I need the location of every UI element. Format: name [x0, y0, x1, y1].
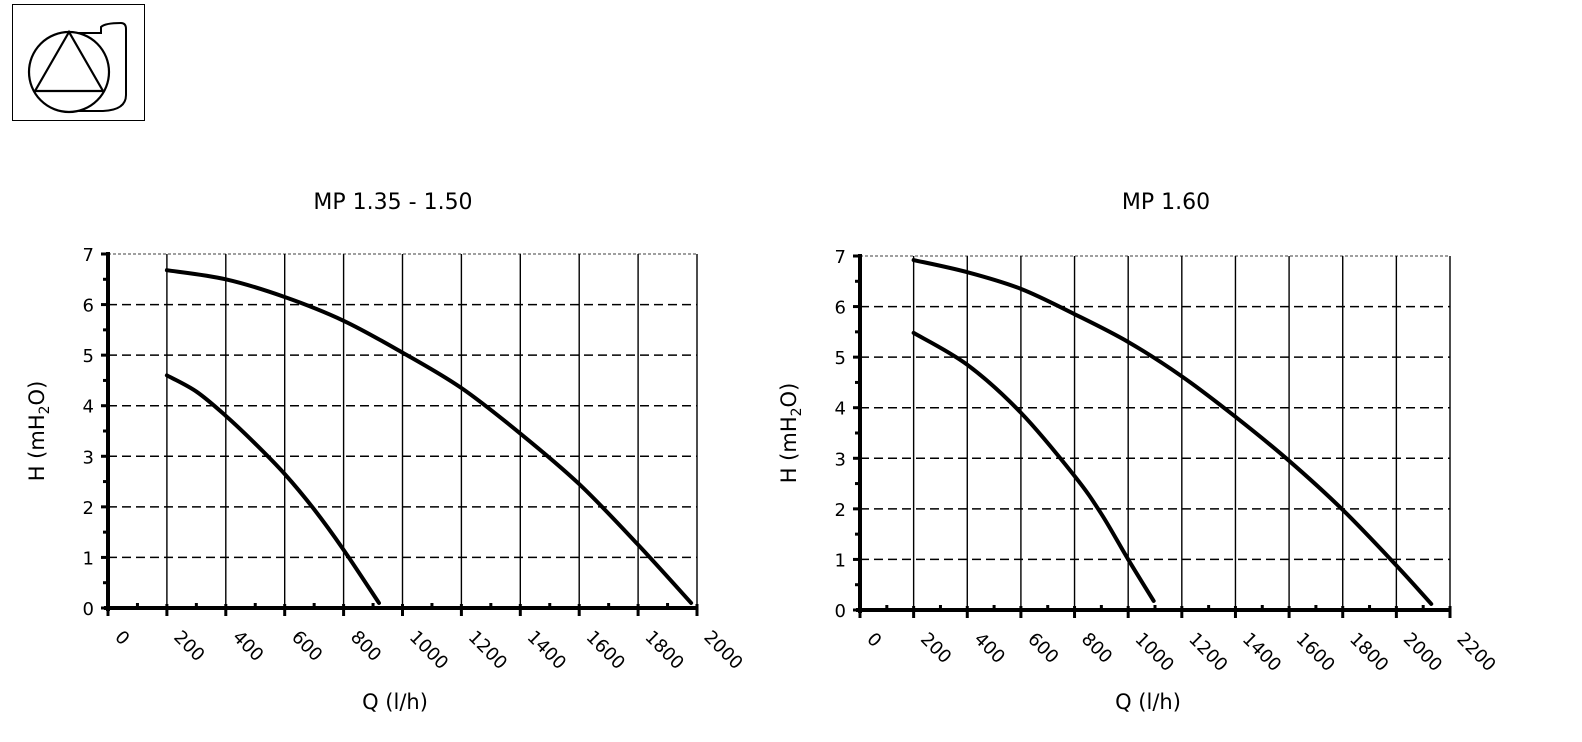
x-tick-label: 1600 — [1292, 629, 1339, 676]
x-tick-label: 600 — [287, 627, 326, 666]
x-tick-label: 400 — [228, 627, 267, 666]
chart-title: MP 1.60 — [1122, 190, 1210, 215]
x-tick-label: 1800 — [1345, 629, 1392, 676]
x-tick-label: 2000 — [699, 627, 746, 674]
chart-2: MP 1.60 0 1 2 3 4 5 6 7 0 200 400 600 800 1000 1200 1400… — [777, 190, 1500, 714]
x-axis-label: Q (l/h) — [362, 690, 428, 714]
y-label-main: H (mH — [25, 414, 49, 481]
y-tick-label: 1 — [83, 548, 94, 569]
y-label-main: H (mH — [777, 416, 801, 483]
pump-symbol-icon — [27, 21, 127, 114]
y-tick-label: 0 — [83, 599, 94, 620]
y-label-subscript: 2 — [37, 405, 53, 414]
x-tick-label: 1400 — [523, 627, 570, 674]
x-tick-label: 0 — [862, 629, 885, 652]
y-tick-label: 6 — [835, 298, 846, 319]
x-tick-label: 400 — [970, 629, 1009, 668]
x-tick-label: 1200 — [1184, 629, 1231, 676]
y-tick-label: 6 — [83, 296, 94, 317]
x-tick-label: 2000 — [1399, 629, 1446, 676]
x-tick-label: 1000 — [1131, 629, 1178, 676]
y-label-subscript: 2 — [789, 407, 805, 416]
series-curve-2 — [911, 258, 1434, 606]
y-tick-label: 7 — [835, 247, 846, 268]
y-label-end: O) — [777, 383, 801, 408]
y-tick-label: 3 — [835, 449, 846, 470]
y-axis-label: H (mH2O) — [25, 381, 53, 482]
y-tick-label: 5 — [83, 346, 94, 367]
x-tick-label: 1600 — [582, 627, 629, 674]
x-tick-label: 2200 — [1452, 629, 1499, 676]
series-curve-1 — [164, 373, 381, 605]
y-tick-label: 5 — [835, 348, 846, 369]
x-tick-label: 600 — [1023, 629, 1062, 668]
x-tick-label: 200 — [169, 627, 208, 666]
x-tick-label: 0 — [110, 627, 133, 650]
chart-title: MP 1.35 - 1.50 — [313, 190, 472, 215]
y-tick-label: 0 — [835, 601, 846, 622]
y-label-end: O) — [25, 381, 49, 406]
y-tick-label: 7 — [83, 245, 94, 266]
series-curve-1 — [911, 330, 1156, 603]
series-curve-2 — [164, 268, 694, 605]
x-tick-label: 1800 — [641, 627, 688, 674]
y-tick-label: 4 — [835, 399, 846, 420]
x-axis-label: Q (l/h) — [1115, 690, 1181, 714]
y-axis-label: H (mH2O) — [777, 383, 805, 484]
y-tick-label: 2 — [835, 500, 846, 521]
y-tick-label: 2 — [83, 498, 94, 519]
x-tick-label: 1400 — [1238, 629, 1285, 676]
chart-1: MP 1.35 - 1.50 0 1 2 3 4 5 6 7 0 200 400 600 800 1000 1… — [25, 190, 747, 714]
x-tick-label: 800 — [346, 627, 385, 666]
x-tick-label: 200 — [916, 629, 955, 668]
x-tick-label: 1200 — [464, 627, 511, 674]
pump-symbol-logo — [12, 4, 145, 121]
y-tick-label: 3 — [83, 447, 94, 468]
x-tick-label: 800 — [1077, 629, 1116, 668]
y-tick-label: 1 — [835, 550, 846, 571]
y-tick-label: 4 — [83, 397, 94, 418]
x-tick-label: 1000 — [405, 627, 452, 674]
